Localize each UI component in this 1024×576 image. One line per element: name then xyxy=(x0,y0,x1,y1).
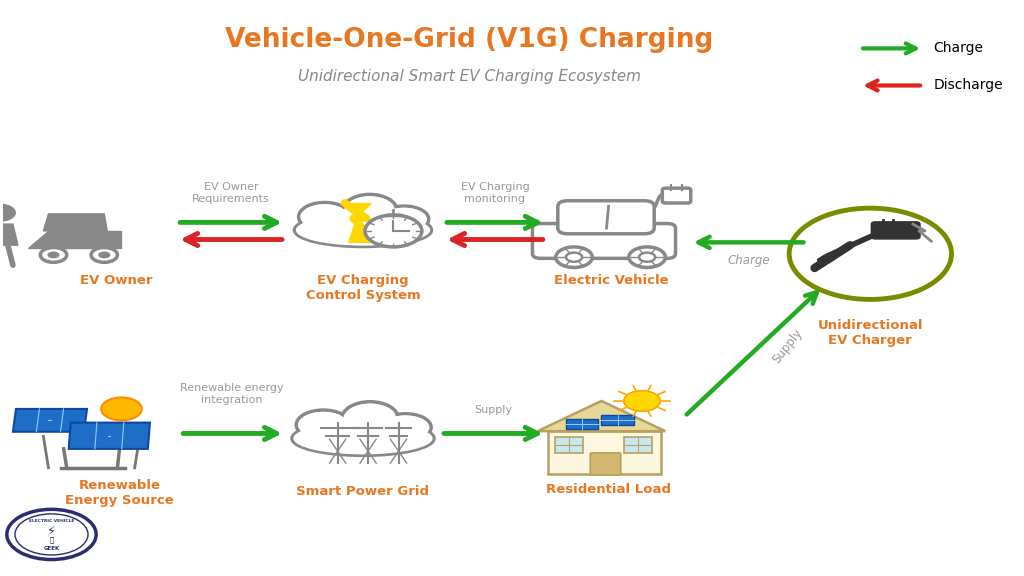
FancyBboxPatch shape xyxy=(663,188,691,203)
Text: EV Charging
monitoring: EV Charging monitoring xyxy=(461,182,529,203)
Text: Charge: Charge xyxy=(727,254,770,267)
FancyBboxPatch shape xyxy=(566,419,598,430)
FancyBboxPatch shape xyxy=(601,415,634,425)
Text: Supply: Supply xyxy=(770,326,805,366)
Ellipse shape xyxy=(294,422,432,454)
Polygon shape xyxy=(69,423,150,449)
Ellipse shape xyxy=(296,214,430,245)
Ellipse shape xyxy=(295,214,431,247)
Circle shape xyxy=(639,253,655,262)
Circle shape xyxy=(47,252,59,259)
Ellipse shape xyxy=(382,415,429,439)
Ellipse shape xyxy=(296,410,350,439)
Polygon shape xyxy=(28,231,122,248)
Circle shape xyxy=(566,253,583,262)
Text: EV Owner: EV Owner xyxy=(80,274,153,287)
FancyBboxPatch shape xyxy=(558,200,654,234)
Circle shape xyxy=(629,247,666,267)
FancyBboxPatch shape xyxy=(624,437,652,453)
Text: Vehicle-One-Grid (V1G) Charging: Vehicle-One-Grid (V1G) Charging xyxy=(225,27,714,53)
Ellipse shape xyxy=(292,422,434,456)
FancyBboxPatch shape xyxy=(590,453,621,475)
Polygon shape xyxy=(13,409,87,432)
Ellipse shape xyxy=(344,404,396,434)
Text: GEEK: GEEK xyxy=(43,545,59,551)
FancyBboxPatch shape xyxy=(532,223,676,259)
Ellipse shape xyxy=(299,203,350,231)
Circle shape xyxy=(624,391,660,411)
Text: ELECTRIC VEHICLE: ELECTRIC VEHICLE xyxy=(29,519,74,523)
Ellipse shape xyxy=(380,414,431,441)
Polygon shape xyxy=(538,401,666,431)
Polygon shape xyxy=(0,224,18,245)
Ellipse shape xyxy=(298,412,348,438)
Circle shape xyxy=(7,509,96,559)
Circle shape xyxy=(91,248,118,262)
Ellipse shape xyxy=(342,195,397,228)
Text: 🚗: 🚗 xyxy=(49,537,53,543)
Polygon shape xyxy=(341,203,379,242)
Text: EV Owner
Requirements: EV Owner Requirements xyxy=(193,182,270,203)
Ellipse shape xyxy=(345,196,395,225)
Text: Smart Power Grid: Smart Power Grid xyxy=(297,485,429,498)
Text: EV Charging
Control System: EV Charging Control System xyxy=(305,274,421,302)
Circle shape xyxy=(15,514,88,555)
Circle shape xyxy=(556,247,592,267)
Ellipse shape xyxy=(301,204,348,229)
Polygon shape xyxy=(43,214,108,231)
Ellipse shape xyxy=(380,206,429,233)
FancyBboxPatch shape xyxy=(871,222,920,239)
Circle shape xyxy=(101,397,141,420)
Text: Supply: Supply xyxy=(474,404,512,415)
Text: Discharge: Discharge xyxy=(933,78,1002,93)
Text: Residential Load: Residential Load xyxy=(546,483,671,496)
Circle shape xyxy=(790,208,951,300)
Text: Renewable energy
integration: Renewable energy integration xyxy=(180,384,284,405)
Circle shape xyxy=(365,215,422,247)
Text: Unidirectional
EV Charger: Unidirectional EV Charger xyxy=(817,319,923,347)
FancyBboxPatch shape xyxy=(555,437,584,453)
Text: ⚡: ⚡ xyxy=(47,525,56,538)
Text: Renewable
Energy Source: Renewable Energy Source xyxy=(66,479,174,507)
Text: Electric Vehicle: Electric Vehicle xyxy=(554,274,669,287)
Ellipse shape xyxy=(342,401,398,435)
Text: Unidirectional Smart EV Charging Ecosystem: Unidirectional Smart EV Charging Ecosyst… xyxy=(298,70,641,85)
Circle shape xyxy=(0,203,16,222)
Text: Charge: Charge xyxy=(933,41,983,55)
Circle shape xyxy=(40,248,67,262)
Ellipse shape xyxy=(381,208,427,231)
Circle shape xyxy=(98,252,111,259)
FancyBboxPatch shape xyxy=(548,431,662,474)
